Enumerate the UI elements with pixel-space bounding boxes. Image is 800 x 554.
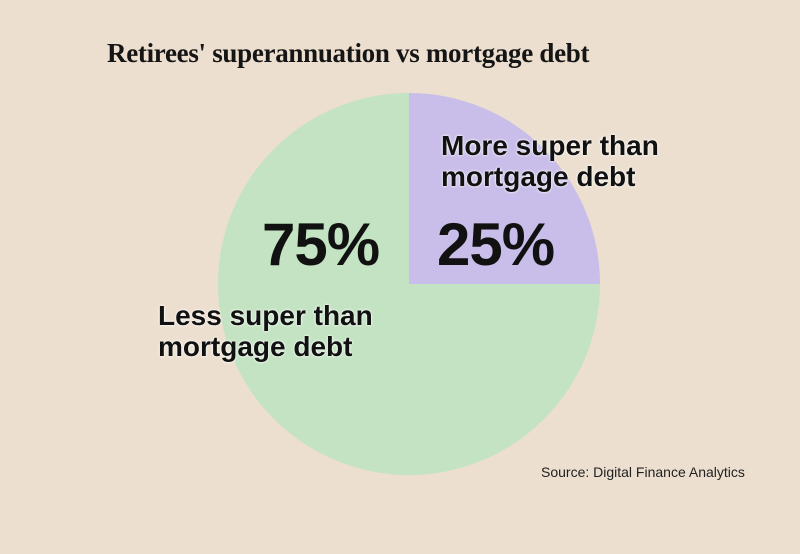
pie-slice-less-super — [218, 93, 600, 475]
chart-title: Retirees' superannuation vs mortgage deb… — [107, 38, 590, 68]
slice-label-less-super: Less super than mortgage debt — [158, 300, 373, 363]
slice-value-less-super: 75% — [262, 211, 380, 278]
source-note: Source: Digital Finance Analytics — [541, 464, 745, 480]
slice-value-more-super: 25% — [437, 211, 555, 278]
pie-slice-more-super — [409, 93, 600, 284]
slice-label-more-super: More super than mortgage debt — [441, 130, 659, 193]
